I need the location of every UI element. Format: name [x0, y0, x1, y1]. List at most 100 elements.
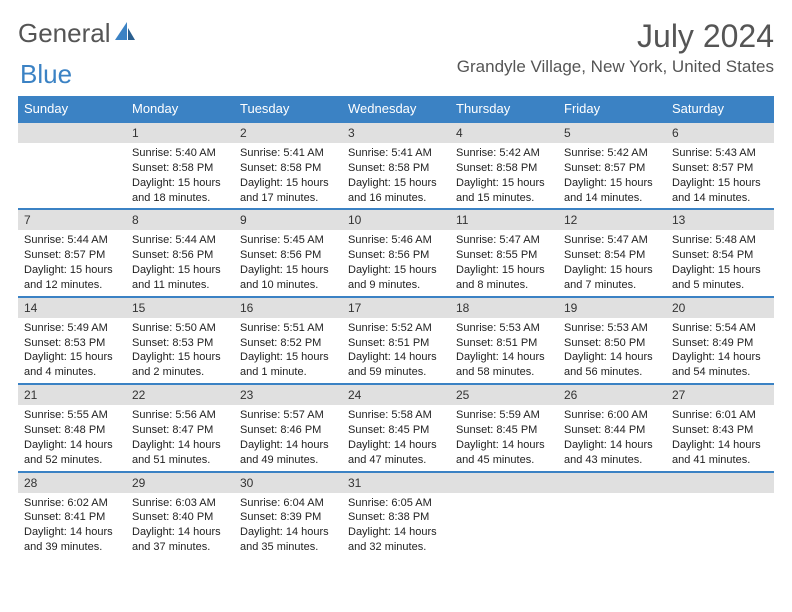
day-detail-line: and 7 minutes.: [564, 278, 660, 293]
day-details: Sunrise: 5:40 AMSunset: 8:58 PMDaylight:…: [126, 143, 234, 208]
calendar-day-cell: [666, 472, 774, 558]
day-detail-line: Sunset: 8:51 PM: [348, 336, 444, 351]
day-detail-line: Sunset: 8:50 PM: [564, 336, 660, 351]
day-detail-line: Sunset: 8:57 PM: [672, 161, 768, 176]
calendar-day-cell: 28Sunrise: 6:02 AMSunset: 8:41 PMDayligh…: [18, 472, 126, 558]
day-detail-line: Daylight: 14 hours: [132, 525, 228, 540]
day-header: Saturday: [666, 96, 774, 122]
day-number: [450, 473, 558, 493]
calendar-day-cell: 16Sunrise: 5:51 AMSunset: 8:52 PMDayligh…: [234, 297, 342, 384]
calendar-day-cell: 26Sunrise: 6:00 AMSunset: 8:44 PMDayligh…: [558, 384, 666, 471]
day-detail-line: and 41 minutes.: [672, 453, 768, 468]
day-number: 13: [666, 210, 774, 230]
day-detail-line: Sunrise: 5:45 AM: [240, 233, 336, 248]
day-details: Sunrise: 5:53 AMSunset: 8:50 PMDaylight:…: [558, 318, 666, 383]
calendar-week-row: 28Sunrise: 6:02 AMSunset: 8:41 PMDayligh…: [18, 472, 774, 558]
day-detail-line: Sunrise: 6:00 AM: [564, 408, 660, 423]
day-detail-line: and 54 minutes.: [672, 365, 768, 380]
calendar-day-cell: [558, 472, 666, 558]
day-detail-line: Daylight: 15 hours: [456, 263, 552, 278]
day-detail-line: Daylight: 15 hours: [132, 350, 228, 365]
day-detail-line: Sunset: 8:58 PM: [348, 161, 444, 176]
calendar-day-cell: 10Sunrise: 5:46 AMSunset: 8:56 PMDayligh…: [342, 209, 450, 296]
calendar-day-cell: 14Sunrise: 5:49 AMSunset: 8:53 PMDayligh…: [18, 297, 126, 384]
day-detail-line: Sunset: 8:54 PM: [672, 248, 768, 263]
day-detail-line: and 15 minutes.: [456, 191, 552, 206]
day-detail-line: and 4 minutes.: [24, 365, 120, 380]
day-details: Sunrise: 5:55 AMSunset: 8:48 PMDaylight:…: [18, 405, 126, 470]
day-detail-line: Sunrise: 5:47 AM: [456, 233, 552, 248]
day-details: Sunrise: 5:45 AMSunset: 8:56 PMDaylight:…: [234, 230, 342, 295]
day-details: Sunrise: 6:04 AMSunset: 8:39 PMDaylight:…: [234, 493, 342, 558]
day-number: 9: [234, 210, 342, 230]
day-detail-line: Sunset: 8:53 PM: [132, 336, 228, 351]
logo: General: [18, 18, 139, 49]
day-number: 28: [18, 473, 126, 493]
day-details: Sunrise: 5:49 AMSunset: 8:53 PMDaylight:…: [18, 318, 126, 383]
day-detail-line: Sunset: 8:57 PM: [564, 161, 660, 176]
day-number: 31: [342, 473, 450, 493]
day-detail-line: Sunset: 8:49 PM: [672, 336, 768, 351]
day-details: Sunrise: 5:46 AMSunset: 8:56 PMDaylight:…: [342, 230, 450, 295]
calendar-day-cell: 27Sunrise: 6:01 AMSunset: 8:43 PMDayligh…: [666, 384, 774, 471]
day-detail-line: Sunrise: 5:41 AM: [348, 146, 444, 161]
calendar-day-cell: 5Sunrise: 5:42 AMSunset: 8:57 PMDaylight…: [558, 122, 666, 209]
calendar-day-cell: 6Sunrise: 5:43 AMSunset: 8:57 PMDaylight…: [666, 122, 774, 209]
day-detail-line: Sunset: 8:58 PM: [132, 161, 228, 176]
day-detail-line: Sunset: 8:58 PM: [240, 161, 336, 176]
day-number: 6: [666, 123, 774, 143]
day-detail-line: Daylight: 15 hours: [240, 350, 336, 365]
day-detail-line: Sunset: 8:39 PM: [240, 510, 336, 525]
day-details: Sunrise: 5:42 AMSunset: 8:57 PMDaylight:…: [558, 143, 666, 208]
calendar-week-row: 21Sunrise: 5:55 AMSunset: 8:48 PMDayligh…: [18, 384, 774, 471]
day-detail-line: Daylight: 14 hours: [348, 525, 444, 540]
day-number: 17: [342, 298, 450, 318]
day-detail-line: Sunset: 8:56 PM: [132, 248, 228, 263]
day-detail-line: and 16 minutes.: [348, 191, 444, 206]
day-detail-line: and 58 minutes.: [456, 365, 552, 380]
calendar-day-cell: 21Sunrise: 5:55 AMSunset: 8:48 PMDayligh…: [18, 384, 126, 471]
day-detail-line: Daylight: 14 hours: [456, 350, 552, 365]
day-number: 1: [126, 123, 234, 143]
calendar-day-cell: 15Sunrise: 5:50 AMSunset: 8:53 PMDayligh…: [126, 297, 234, 384]
day-detail-line: and 39 minutes.: [24, 540, 120, 555]
day-detail-line: Daylight: 14 hours: [456, 438, 552, 453]
calendar-body: 1Sunrise: 5:40 AMSunset: 8:58 PMDaylight…: [18, 122, 774, 558]
calendar-day-cell: 31Sunrise: 6:05 AMSunset: 8:38 PMDayligh…: [342, 472, 450, 558]
day-detail-line: Sunrise: 5:59 AM: [456, 408, 552, 423]
day-details: Sunrise: 5:51 AMSunset: 8:52 PMDaylight:…: [234, 318, 342, 383]
day-detail-line: Daylight: 15 hours: [564, 263, 660, 278]
day-detail-line: Daylight: 15 hours: [348, 176, 444, 191]
day-detail-line: and 11 minutes.: [132, 278, 228, 293]
day-number: 27: [666, 385, 774, 405]
day-detail-line: Sunset: 8:46 PM: [240, 423, 336, 438]
day-detail-line: Sunset: 8:54 PM: [564, 248, 660, 263]
day-details: Sunrise: 5:47 AMSunset: 8:54 PMDaylight:…: [558, 230, 666, 295]
logo-line2: Blue: [20, 59, 774, 90]
day-details: Sunrise: 5:42 AMSunset: 8:58 PMDaylight:…: [450, 143, 558, 208]
day-detail-line: Sunrise: 6:03 AM: [132, 496, 228, 511]
calendar-day-cell: [18, 122, 126, 209]
calendar-day-cell: 18Sunrise: 5:53 AMSunset: 8:51 PMDayligh…: [450, 297, 558, 384]
calendar-day-cell: 1Sunrise: 5:40 AMSunset: 8:58 PMDaylight…: [126, 122, 234, 209]
day-detail-line: and 43 minutes.: [564, 453, 660, 468]
day-number: 14: [18, 298, 126, 318]
day-detail-line: Sunrise: 5:51 AM: [240, 321, 336, 336]
day-number: 18: [450, 298, 558, 318]
day-details: Sunrise: 5:50 AMSunset: 8:53 PMDaylight:…: [126, 318, 234, 383]
day-detail-line: Sunrise: 5:40 AM: [132, 146, 228, 161]
day-details: Sunrise: 6:05 AMSunset: 8:38 PMDaylight:…: [342, 493, 450, 558]
day-detail-line: Sunrise: 5:44 AM: [24, 233, 120, 248]
day-detail-line: and 14 minutes.: [672, 191, 768, 206]
calendar-day-cell: 19Sunrise: 5:53 AMSunset: 8:50 PMDayligh…: [558, 297, 666, 384]
day-number: 7: [18, 210, 126, 230]
day-detail-line: Sunrise: 5:49 AM: [24, 321, 120, 336]
day-detail-line: Sunrise: 5:57 AM: [240, 408, 336, 423]
calendar-day-cell: 2Sunrise: 5:41 AMSunset: 8:58 PMDaylight…: [234, 122, 342, 209]
day-detail-line: Sunrise: 5:53 AM: [456, 321, 552, 336]
day-number: 24: [342, 385, 450, 405]
day-detail-line: Daylight: 15 hours: [348, 263, 444, 278]
day-details: Sunrise: 5:41 AMSunset: 8:58 PMDaylight:…: [234, 143, 342, 208]
day-detail-line: Sunset: 8:40 PM: [132, 510, 228, 525]
day-number: 19: [558, 298, 666, 318]
